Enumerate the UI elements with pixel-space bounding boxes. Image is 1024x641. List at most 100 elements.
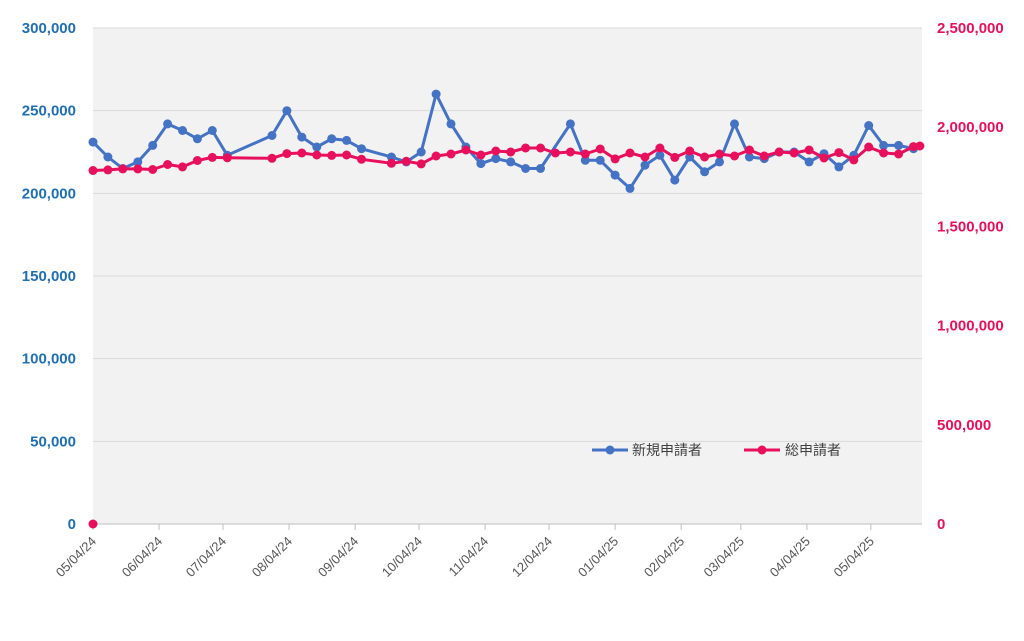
- left-axis-tick-label: 150,000: [22, 268, 76, 285]
- data-point-total-applicants: [476, 150, 486, 160]
- data-point-new-applicants: [536, 164, 545, 173]
- left-axis-ticks: 0 50,000 100,000 150,000 200,000 250,000 300,0…: [22, 20, 76, 533]
- data-point-new-applicants: [625, 183, 635, 193]
- data-point-total-applicants: [88, 519, 98, 529]
- right-axis-ticks: 0 500,000 1,000,000 1,500,000 2,000,000 2,500…: [937, 20, 1004, 533]
- right-axis-tick-label: 0: [937, 516, 945, 533]
- x-axis-tick-label: 02/04/25: [641, 534, 687, 580]
- data-point-new-applicants: [715, 157, 724, 167]
- data-point-new-applicants: [357, 144, 366, 154]
- data-point-new-applicants: [207, 126, 217, 135]
- data-point-total-applicants: [685, 146, 695, 156]
- data-point-total-applicants: [461, 145, 471, 155]
- data-point-total-applicants: [715, 149, 724, 159]
- left-axis-tick-label: 200,000: [22, 185, 76, 202]
- data-point-new-applicants: [192, 134, 202, 144]
- data-point-total-applicants: [118, 164, 128, 174]
- x-axis-tick-label: 01/04/25: [575, 534, 621, 580]
- data-point-total-applicants: [282, 149, 292, 159]
- left-axis-tick-label: 300,000: [22, 20, 76, 37]
- data-point-new-applicants: [446, 119, 456, 129]
- right-axis-tick-label: 2,000,000: [937, 119, 1004, 136]
- x-axis-tick-label: 12/04/24: [509, 534, 555, 580]
- data-point-total-applicants: [894, 149, 904, 159]
- data-point-new-applicants: [730, 119, 739, 129]
- data-point-total-applicants: [446, 149, 456, 159]
- data-point-total-applicants: [327, 150, 337, 160]
- data-point-new-applicants: [834, 162, 844, 172]
- data-point-total-applicants: [148, 165, 158, 174]
- data-point-total-applicants: [744, 145, 754, 155]
- data-point-total-applicants: [565, 147, 575, 157]
- data-point-new-applicants: [431, 89, 441, 99]
- right-axis-tick-label: 1,000,000: [937, 318, 1004, 335]
- data-point-total-applicants: [915, 141, 925, 151]
- data-point-total-applicants: [297, 148, 307, 158]
- data-point-total-applicants: [849, 155, 859, 165]
- x-axis-tick-label: 07/04/24: [183, 534, 229, 580]
- data-point-total-applicants: [357, 154, 366, 164]
- x-axis-tick-label: 06/04/24: [119, 534, 165, 580]
- data-point-new-applicants: [416, 147, 426, 157]
- data-point-new-applicants: [521, 164, 531, 173]
- data-point-new-applicants: [879, 140, 889, 150]
- data-point-total-applicants: [521, 143, 531, 153]
- data-point-total-applicants: [834, 148, 844, 158]
- data-point-total-applicants: [192, 156, 202, 165]
- data-point-new-applicants: [744, 152, 754, 162]
- data-point-total-applicants: [789, 148, 799, 158]
- data-point-total-applicants: [431, 151, 441, 161]
- data-point-new-applicants: [864, 121, 874, 130]
- data-point-new-applicants: [700, 167, 710, 177]
- data-point-new-applicants: [297, 132, 307, 142]
- data-point-total-applicants: [730, 151, 739, 161]
- left-axis-tick-label: 100,000: [22, 351, 76, 368]
- x-axis-tick-label: 08/04/24: [249, 534, 295, 580]
- data-point-new-applicants: [640, 160, 650, 170]
- right-axis-tick-label: 1,500,000: [937, 218, 1004, 235]
- legend-label-total-applicants: 総申請者: [785, 443, 841, 459]
- data-point-total-applicants: [133, 164, 143, 174]
- x-axis-tick-label: 04/04/25: [767, 534, 813, 580]
- left-axis-tick-label: 0: [68, 516, 76, 533]
- data-point-total-applicants: [879, 148, 889, 158]
- data-point-new-applicants: [595, 155, 605, 165]
- data-point-new-applicants: [565, 119, 575, 129]
- data-point-new-applicants: [327, 134, 337, 144]
- x-axis-tick-label: 03/04/25: [701, 534, 747, 580]
- data-point-new-applicants: [103, 152, 113, 162]
- data-point-new-applicants: [670, 175, 680, 185]
- right-axis-tick-label: 500,000: [937, 417, 991, 434]
- data-point-total-applicants: [267, 153, 277, 163]
- data-point-new-applicants: [282, 106, 292, 116]
- data-point-total-applicants: [670, 152, 680, 162]
- legend-label-new-applicants: 新規申請者: [632, 443, 702, 459]
- data-point-new-applicants: [133, 157, 143, 167]
- data-point-new-applicants: [312, 142, 322, 152]
- data-point-new-applicants: [163, 119, 173, 129]
- data-point-total-applicants: [222, 153, 232, 163]
- data-point-new-applicants: [894, 140, 904, 150]
- data-point-new-applicants: [148, 140, 158, 150]
- data-point-total-applicants: [580, 149, 590, 159]
- data-point-total-applicants: [491, 146, 501, 156]
- data-point-total-applicants: [103, 165, 113, 175]
- data-point-new-applicants: [342, 135, 352, 145]
- data-point-total-applicants: [550, 148, 560, 158]
- data-point-new-applicants: [178, 126, 187, 135]
- left-axis-tick-label: 250,000: [22, 103, 76, 120]
- right-axis-tick-label: 2,500,000: [937, 20, 1004, 37]
- data-point-new-applicants: [386, 152, 396, 162]
- data-point-new-applicants: [655, 150, 665, 160]
- data-point-new-applicants: [804, 157, 814, 167]
- data-point-total-applicants: [342, 150, 352, 160]
- left-axis-tick-label: 50,000: [30, 433, 76, 450]
- data-point-total-applicants: [655, 143, 665, 153]
- data-point-total-applicants: [610, 154, 620, 164]
- x-axis-tick-label: 11/04/24: [446, 534, 492, 580]
- data-point-total-applicants: [700, 152, 710, 162]
- data-point-new-applicants: [476, 159, 486, 169]
- data-point-total-applicants: [312, 150, 322, 160]
- x-axis: 05/04/24 06/04/24 07/04/24 08/04/24 09/04/24…: [53, 523, 922, 580]
- x-axis-tick-label: 05/04/24: [53, 534, 99, 580]
